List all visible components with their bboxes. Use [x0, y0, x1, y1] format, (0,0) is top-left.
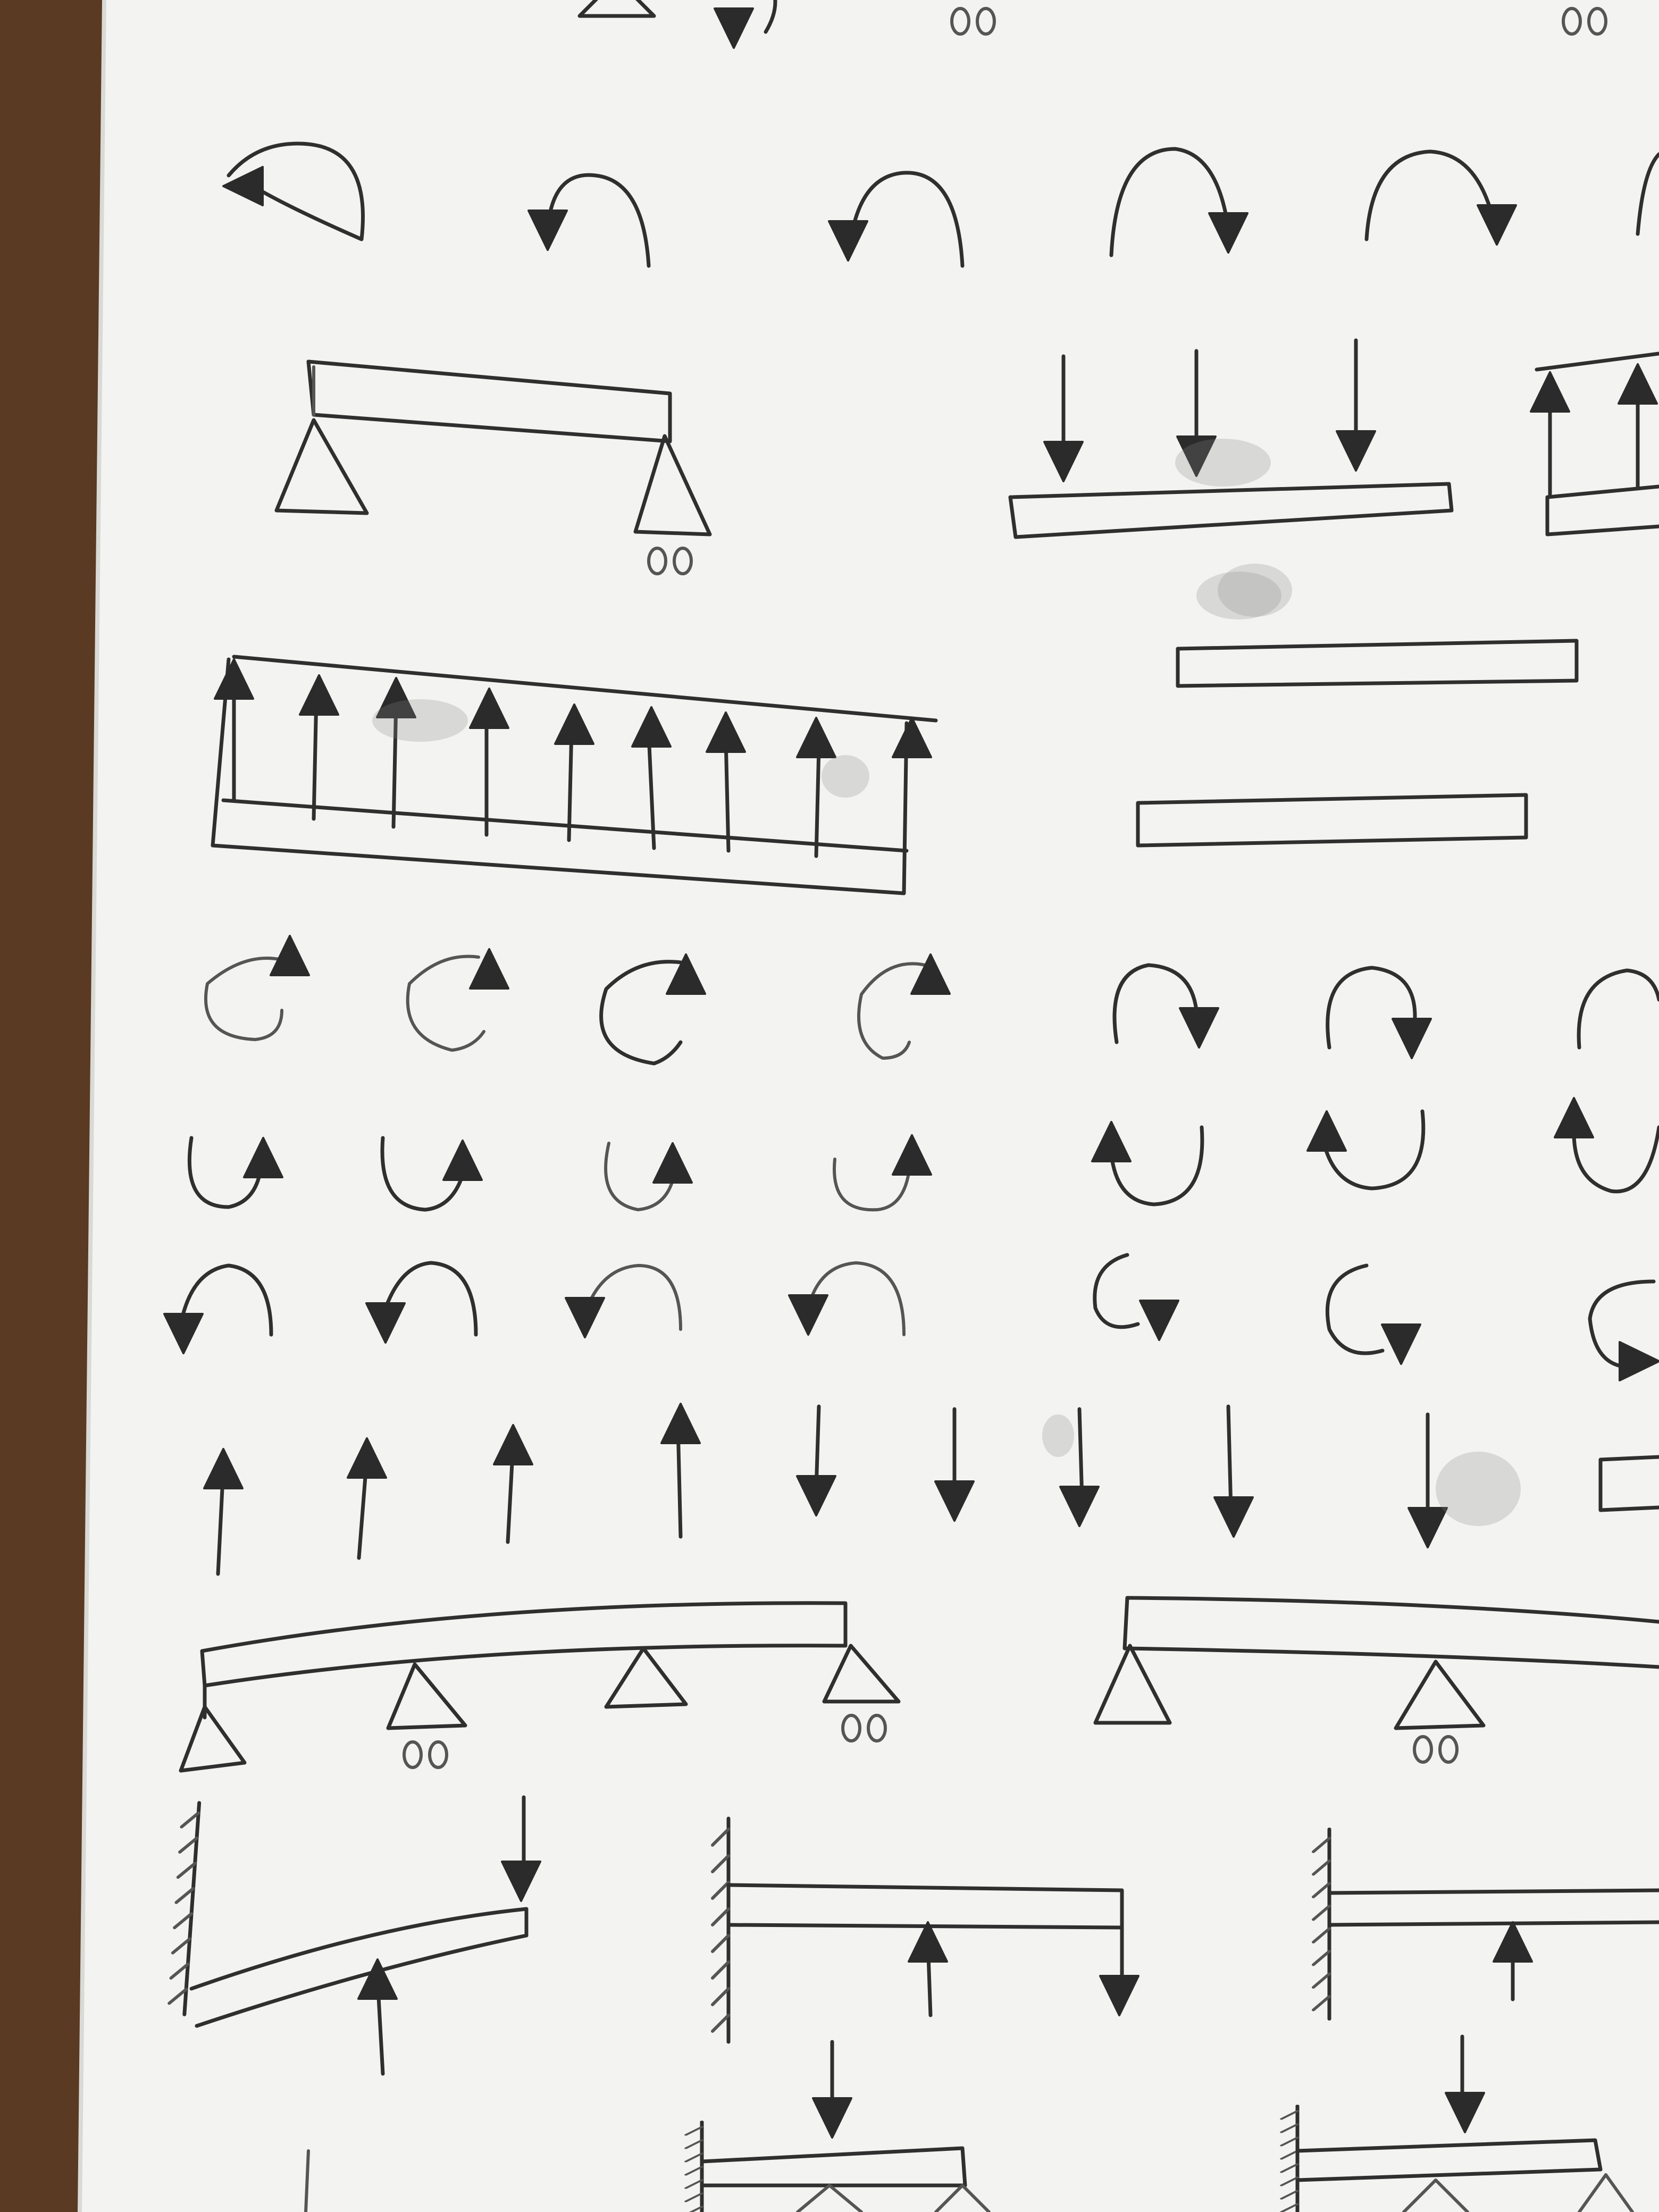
curved-moment-arrows-top — [222, 141, 1659, 268]
vertical-force-arrows — [203, 1403, 1659, 1576]
circular-moment-arrows-row-2 — [187, 1097, 1659, 1212]
simply-supported-beam — [274, 359, 712, 574]
paper-sheet — [80, 0, 1659, 2212]
cantilever-beam-right — [1313, 1829, 1659, 2019]
distributed-upward-load-beam — [211, 655, 938, 895]
empty-beams — [1136, 572, 1579, 848]
right-edge-upward-load-beam — [1530, 351, 1659, 537]
cantilever-beam-left — [169, 1795, 541, 2076]
top-cut-off-symbols — [577, 0, 1606, 49]
circular-moment-arrows-row-1 — [204, 935, 1659, 1066]
continuous-beam-left — [179, 1601, 901, 1773]
cantilever-beam-middle — [713, 1819, 1139, 2042]
curved-moment-arrows-row-3 — [163, 1253, 1659, 1381]
paper-shadow — [78, 0, 106, 2212]
bottom-cut-off-beams — [304, 2034, 1634, 2212]
point-loads-on-beam — [1008, 338, 1454, 617]
continuous-beam-right — [1093, 1596, 1659, 1762]
